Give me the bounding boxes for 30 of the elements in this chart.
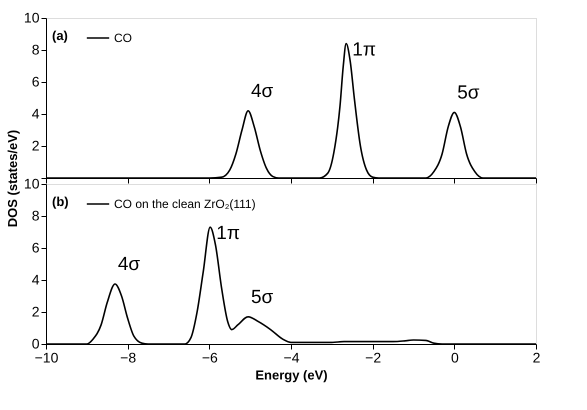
y-axis-title: DOS (states/eV) — [4, 130, 20, 228]
annotation: 1π — [216, 223, 240, 244]
y-tick-label: 10 — [24, 10, 40, 26]
y-tick-label: 10 — [24, 176, 40, 192]
annotation: 4σ — [118, 254, 140, 275]
y-tick-label: 8 — [32, 42, 40, 58]
x-tick-label: −6 — [202, 350, 218, 366]
annotation: 5σ — [250, 286, 274, 308]
y-tick-label: 4 — [32, 106, 40, 122]
y-tick-label: 2 — [32, 138, 40, 154]
x-tick-label: 2 — [532, 350, 541, 366]
y-tick-label: 6 — [32, 74, 40, 90]
annotation: (b) — [52, 194, 69, 209]
legend-label: CO on the clean ZrO₂(111) — [114, 197, 256, 211]
y-tick-label: 4 — [32, 272, 40, 288]
annotation: (a) — [52, 28, 68, 43]
x-tick-label: −8 — [120, 350, 136, 366]
x-axis-title: Energy (eV) — [255, 368, 328, 382]
annotation: 1π — [352, 40, 376, 61]
x-tick-label: 0 — [450, 350, 459, 366]
y-tick-label: 2 — [32, 304, 40, 320]
x-tick-label: −10 — [34, 350, 59, 366]
annotation: 4σ — [250, 80, 274, 102]
x-tick-label: −4 — [284, 350, 300, 366]
y-tick-label: 6 — [32, 240, 40, 256]
legend-label: CO — [114, 31, 132, 45]
y-tick-label: 0 — [32, 336, 40, 352]
annotation: 5σ — [457, 82, 480, 104]
y-tick-label: 8 — [32, 208, 40, 224]
x-tick-label: −2 — [365, 350, 382, 366]
